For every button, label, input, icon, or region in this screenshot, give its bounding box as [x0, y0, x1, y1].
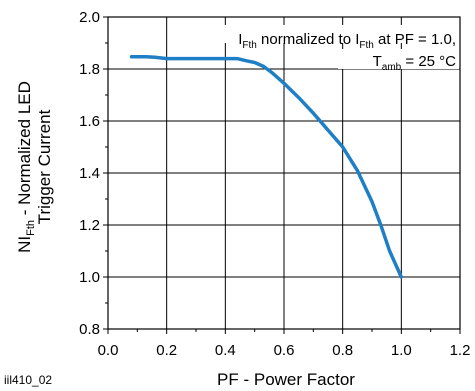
y-axis-title-line-2: Trigger Current: [35, 109, 54, 224]
x-tick-label: 0.4: [215, 342, 236, 359]
y-tick-label: 1.4: [79, 165, 100, 182]
x-axis-title: PF - Power Factor: [217, 370, 355, 389]
y-tick-label: 2.0: [79, 9, 100, 26]
x-tick-labels: 0.0 0.2 0.4 0.6 0.8 1.0 1.2: [98, 342, 471, 359]
y-axis-title-line-1: NIFth - Normalized LED: [15, 81, 37, 253]
x-tick-label: 0.0: [98, 342, 119, 359]
annotation-line-2: Tamb = 25 °C: [373, 53, 457, 73]
x-tick-label: 0.2: [156, 342, 177, 359]
annotation-background: [172, 25, 459, 43]
annotation-background: [338, 49, 459, 69]
annotation-line-1: IFth normalized to IFth at PF = 1.0,: [238, 31, 456, 51]
figure-id: iil410_02: [4, 373, 52, 387]
x-tick-label: 1.2: [450, 342, 471, 359]
y-axis-title: NIFth - Normalized LED Trigger Current: [15, 81, 54, 253]
x-tick-label: 0.8: [332, 342, 353, 359]
y-tick-label: 1.8: [79, 61, 100, 78]
series-line: [129, 55, 404, 279]
y-tick-labels: 0.8 1.0 1.2 1.4 1.6 1.8 2.0: [79, 9, 100, 338]
tick-marks: [103, 16, 461, 334]
y-tick-label: 1.0: [79, 269, 100, 286]
x-tick-label: 0.6: [274, 342, 295, 359]
y-tick-label: 0.8: [79, 321, 100, 338]
x-tick-label: 1.0: [391, 342, 412, 359]
y-tick-label: 1.6: [79, 113, 100, 130]
y-tick-label: 1.2: [79, 217, 100, 234]
